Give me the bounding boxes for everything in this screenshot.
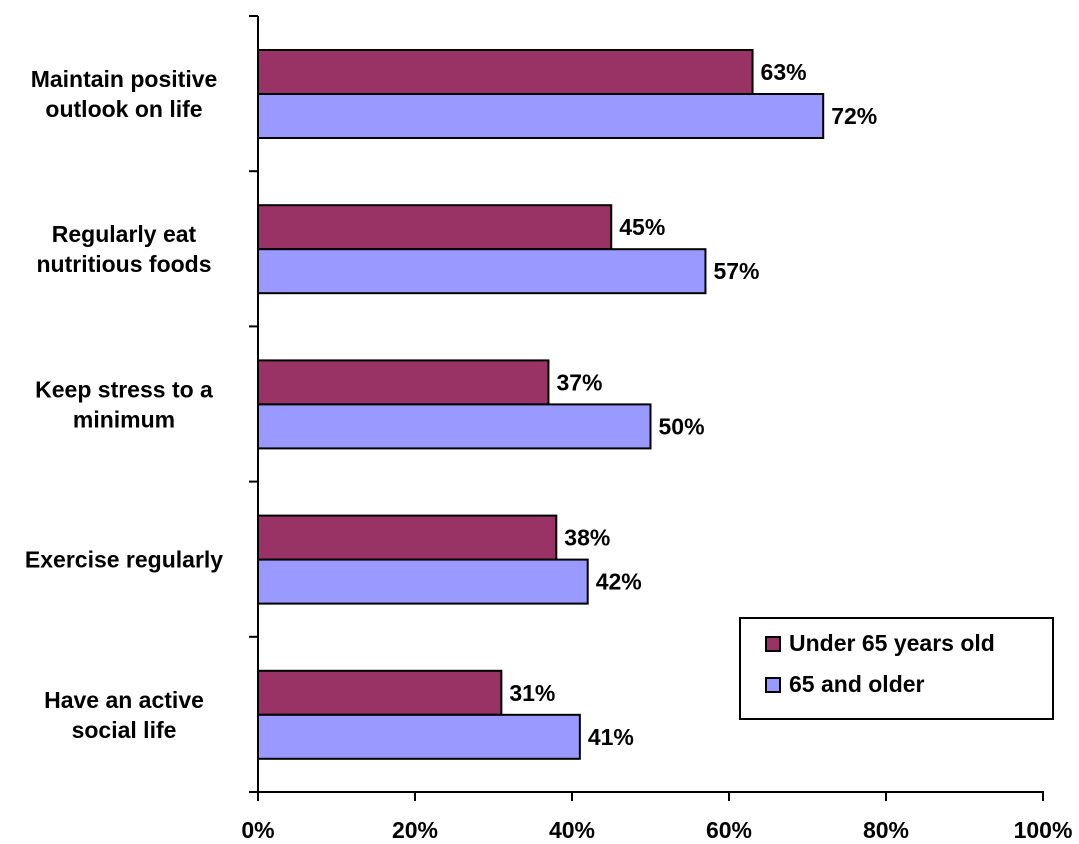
- bar-under-65-1: [257, 204, 613, 251]
- x-tick-label: 20%: [392, 817, 438, 843]
- x-tick-label: 60%: [706, 817, 752, 843]
- data-label: 41%: [588, 724, 634, 750]
- labels-layer: 63% 72% Maintain positive outlook on life 45…: [25, 59, 877, 750]
- bar-65-and-older-4: [257, 713, 581, 760]
- x-tick-label: 0%: [241, 817, 274, 843]
- legend-swatch: [765, 636, 781, 652]
- category-label: Have an active social life: [44, 687, 204, 743]
- axis-layer: 0% 20% 40% 60% 80% 100%: [241, 15, 1073, 843]
- bar-65-and-older-1: [257, 248, 707, 295]
- data-label: 45%: [619, 214, 665, 240]
- category-label: Maintain positive outlook on life: [31, 66, 218, 122]
- legend-swatch: [765, 677, 781, 693]
- x-tick-label: 80%: [863, 817, 909, 843]
- x-tick-label: 40%: [549, 817, 595, 843]
- data-label: 42%: [596, 569, 642, 595]
- x-tick-label: 100%: [1014, 817, 1073, 843]
- data-label: 37%: [556, 369, 602, 395]
- bar-65-and-older-3: [257, 558, 589, 605]
- legend: Under 65 years old 65 and older: [739, 617, 1054, 720]
- data-label: 63%: [761, 59, 807, 85]
- data-label: 31%: [509, 680, 555, 706]
- category-label: Regularly eat nutritious foods: [36, 221, 211, 277]
- bar-65-and-older-2: [257, 403, 652, 450]
- data-label: 50%: [659, 413, 705, 439]
- bar-65-and-older-0: [257, 93, 825, 139]
- legend-box: [739, 617, 1054, 720]
- bar-under-65-0: [257, 49, 754, 95]
- data-label: 72%: [831, 103, 877, 129]
- category-label: Exercise regularly: [25, 547, 223, 573]
- data-label: 57%: [713, 258, 759, 284]
- bar-under-65-4: [257, 669, 503, 716]
- category-label: Keep stress to a minimum: [35, 376, 213, 432]
- data-label: 38%: [564, 525, 610, 551]
- bar-under-65-2: [257, 359, 550, 406]
- legend-label: Under 65 years old: [789, 630, 995, 656]
- bar-under-65-3: [257, 514, 558, 561]
- bars-layer: [257, 49, 825, 760]
- legend-label: 65 and older: [789, 671, 925, 697]
